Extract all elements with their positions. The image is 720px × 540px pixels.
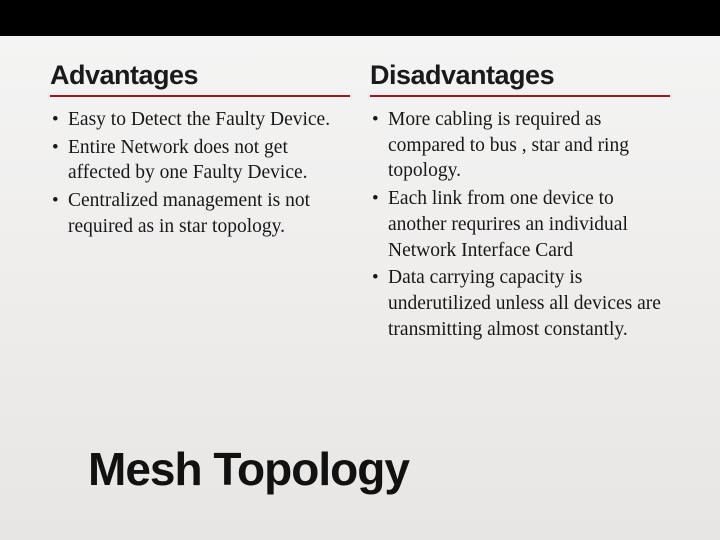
advantages-list: Easy to Detect the Faulty Device. Entire… xyxy=(50,107,350,240)
list-item: Centralized management is not required a… xyxy=(50,188,350,239)
slide-title: Mesh Topology xyxy=(88,442,409,496)
two-column-layout: Advantages Easy to Detect the Faulty Dev… xyxy=(50,60,670,345)
advantages-header: Advantages xyxy=(50,60,350,97)
disadvantages-list: More cabling is required as compared to … xyxy=(370,107,670,343)
list-item: More cabling is required as compared to … xyxy=(370,107,670,184)
advantages-column: Advantages Easy to Detect the Faulty Dev… xyxy=(50,60,350,345)
disadvantages-column: Disadvantages More cabling is required a… xyxy=(370,60,670,345)
top-accent-bar xyxy=(0,0,720,36)
list-item: Each link from one device to another req… xyxy=(370,186,670,263)
list-item: Easy to Detect the Faulty Device. xyxy=(50,107,350,133)
disadvantages-header: Disadvantages xyxy=(370,60,670,97)
list-item: Entire Network does not get affected by … xyxy=(50,135,350,186)
slide-content: Advantages Easy to Detect the Faulty Dev… xyxy=(0,36,720,345)
list-item: Data carrying capacity is underutilized … xyxy=(370,265,670,342)
